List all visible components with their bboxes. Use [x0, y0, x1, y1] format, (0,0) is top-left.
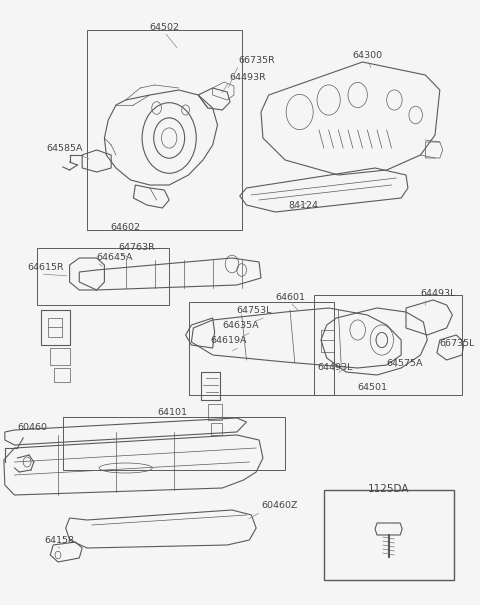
Text: 1125DA: 1125DA	[368, 484, 409, 494]
Text: 64493L: 64493L	[317, 363, 352, 372]
Text: 64601: 64601	[275, 293, 305, 302]
Bar	[87, 30, 241, 230]
Text: 64101: 64101	[157, 408, 187, 417]
Text: 64602: 64602	[111, 223, 141, 232]
Bar	[189, 302, 334, 395]
Text: 64501: 64501	[357, 383, 387, 392]
Text: 64763R: 64763R	[118, 243, 155, 252]
Text: 64493L: 64493L	[420, 289, 456, 298]
Text: 60460: 60460	[17, 423, 48, 432]
Text: 66735R: 66735R	[239, 56, 276, 65]
Text: 64493R: 64493R	[229, 73, 266, 82]
Text: 64615R: 64615R	[27, 263, 64, 272]
Text: 64575A: 64575A	[387, 359, 423, 368]
Text: 64619A: 64619A	[211, 336, 247, 345]
Text: 66735L: 66735L	[440, 339, 475, 348]
Bar	[324, 490, 455, 580]
Text: 84124: 84124	[288, 201, 318, 210]
Bar	[314, 295, 462, 395]
Text: 64635A: 64635A	[222, 321, 259, 330]
Text: 64645A: 64645A	[96, 253, 133, 262]
Text: 60460Z: 60460Z	[261, 501, 298, 510]
Text: 64158: 64158	[45, 536, 74, 545]
Bar	[63, 417, 285, 470]
Text: 64753L: 64753L	[237, 306, 272, 315]
Text: 64585A: 64585A	[47, 144, 83, 153]
Bar	[37, 248, 169, 305]
Text: 64300: 64300	[352, 51, 383, 60]
Text: 64502: 64502	[149, 23, 180, 32]
